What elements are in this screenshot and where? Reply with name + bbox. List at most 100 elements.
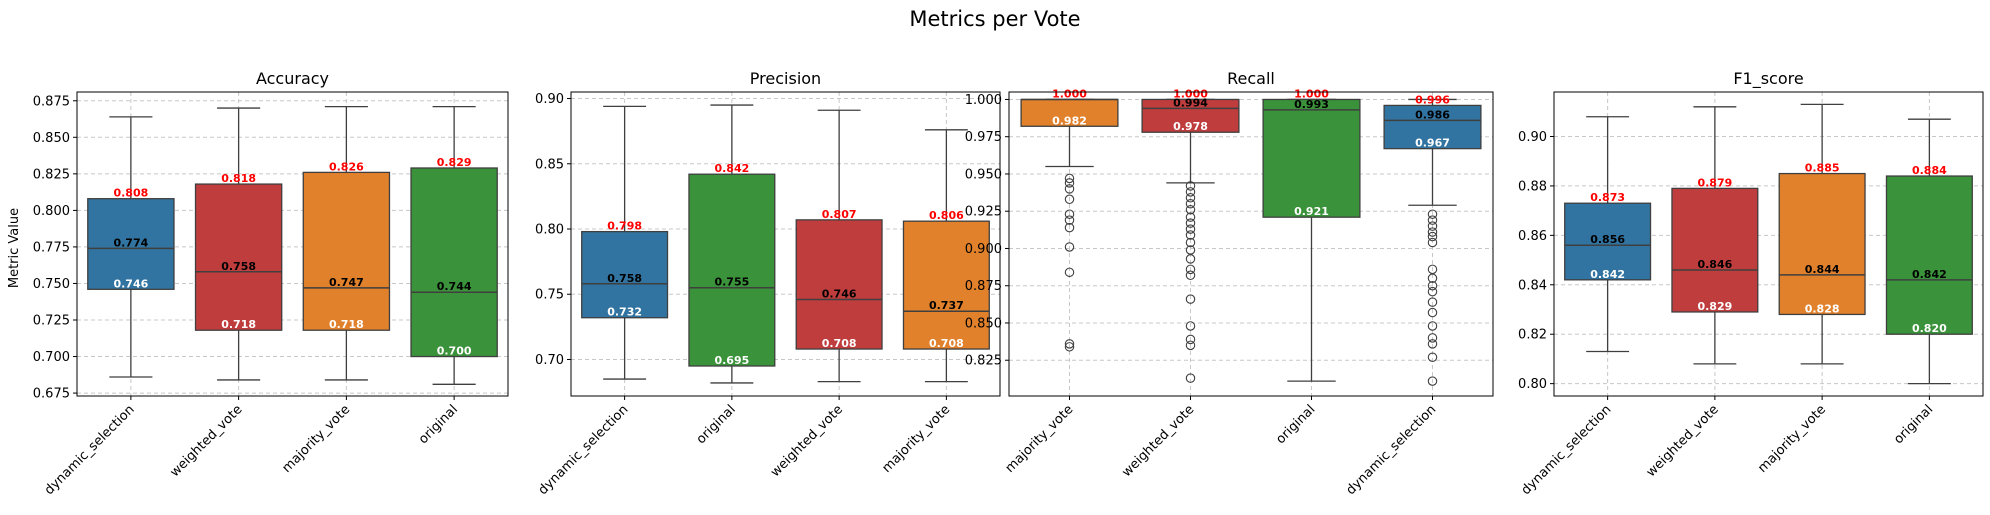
q1-label: 0.708 — [929, 337, 964, 350]
outlier-point — [1427, 221, 1438, 231]
box-body — [1020, 98, 1119, 127]
x-tick-label: original — [694, 402, 739, 447]
box-body — [87, 198, 175, 290]
q3-label: 0.808 — [113, 187, 148, 200]
x-tick-label: majority_vote — [280, 402, 354, 476]
median-label: 0.746 — [822, 287, 857, 300]
q1-label: 0.732 — [607, 306, 642, 319]
median-label: 0.856 — [1590, 233, 1625, 246]
y-tick-label: 0.950 — [965, 167, 1002, 182]
outlier-point — [1427, 307, 1438, 318]
outlier-point — [1427, 280, 1438, 291]
box-body — [1141, 98, 1240, 133]
x-tick-label: weighted_vote — [167, 402, 245, 480]
box-body — [1383, 104, 1482, 150]
q1-label: 0.718 — [221, 318, 256, 331]
outlier-point — [1064, 215, 1075, 225]
box-body — [688, 173, 776, 367]
box-body — [194, 183, 283, 331]
box-original: 0.829 0.744 0.700 — [410, 105, 498, 385]
q3-label: 1.000 — [1173, 87, 1208, 100]
box-weighted_vote: 0.807 0.746 0.708 — [795, 109, 883, 383]
q3-label: 0.873 — [1590, 191, 1625, 204]
y-tick-label: 0.800 — [33, 204, 70, 219]
y-tick-label: 0.900 — [965, 242, 1002, 257]
q3-label: 0.806 — [929, 209, 964, 222]
outlier-point — [1064, 194, 1075, 205]
y-tick-label: 1.000 — [965, 93, 1002, 108]
y-tick-label: 0.75 — [535, 288, 564, 303]
outlier-point — [1185, 321, 1196, 331]
box-original: 0.842 0.755 0.695 — [688, 104, 776, 384]
box-dynamic_selection: 0.996 0.986 0.967 — [1383, 93, 1482, 386]
outlier-point — [1185, 218, 1196, 228]
y-tick-label: 0.675 — [33, 387, 70, 402]
median-label: 0.755 — [714, 276, 749, 289]
box-majority_vote: 0.806 0.737 0.708 — [902, 129, 990, 383]
x-tick-label: dynamic_selection — [1344, 402, 1440, 498]
box-body — [302, 171, 391, 331]
q1-label: 0.700 — [437, 345, 472, 358]
median-label: 0.842 — [1912, 268, 1947, 281]
q1-label: 0.708 — [822, 337, 857, 350]
outlier-point — [1064, 267, 1075, 278]
y-tick-label: 0.850 — [33, 131, 70, 146]
median-label: 0.737 — [929, 299, 964, 312]
outlier-point — [1064, 178, 1075, 188]
median-label: 0.758 — [607, 272, 642, 285]
box-dynamic_selection: 0.798 0.758 0.732 — [581, 105, 669, 380]
q1-label: 0.746 — [113, 277, 148, 290]
q1-label: 0.921 — [1294, 205, 1329, 218]
box-body — [410, 167, 498, 358]
box-body — [1564, 202, 1652, 281]
chart-panel-accuracy: Accuracy 0.675 0.700 0.725 0.750 0.775 0.800 0.… — [33, 69, 509, 498]
panel-title: Precision — [750, 69, 821, 88]
outlier-point — [1185, 212, 1196, 222]
q3-label: 0.842 — [714, 162, 749, 175]
median-label: 0.993 — [1294, 98, 1329, 111]
q3-label: 0.798 — [607, 220, 642, 233]
box-majority_vote: 0.826 0.747 0.718 — [302, 105, 391, 381]
box-original: 0.884 0.842 0.820 — [1885, 118, 1973, 385]
box-majority_vote: 0.885 0.844 0.828 — [1778, 103, 1866, 365]
x-tick-label: dynamic_selection — [536, 402, 632, 498]
outlier-point — [1427, 333, 1438, 343]
y-tick-label: 0.875 — [33, 94, 70, 109]
outlier-point — [1185, 237, 1196, 248]
q1-label: 0.842 — [1590, 268, 1625, 281]
outlier-point — [1064, 173, 1075, 184]
box-body — [795, 219, 883, 350]
q1-label: 0.978 — [1173, 120, 1208, 133]
outlier-point — [1427, 231, 1438, 242]
x-tick-label: majority_vote — [1003, 402, 1077, 476]
y-tick-label: 0.975 — [965, 130, 1002, 145]
q1-label: 0.828 — [1805, 302, 1840, 315]
outlier-point — [1185, 270, 1196, 281]
y-tick-label: 0.825 — [965, 354, 1002, 369]
outlier-point — [1185, 254, 1196, 264]
x-tick-label: dynamic_selection — [1519, 402, 1615, 498]
y-tick-label: 0.82 — [1518, 328, 1547, 343]
y-tick-label: 0.725 — [33, 314, 70, 329]
axes-frame — [1008, 91, 1494, 397]
outlier-point — [1185, 264, 1196, 275]
outlier-point — [1427, 286, 1438, 297]
outlier-point — [1185, 199, 1196, 209]
outlier-point — [1185, 340, 1196, 351]
panel-title: Recall — [1227, 69, 1275, 88]
outlier-point — [1427, 376, 1438, 386]
axes-frame — [570, 91, 1001, 397]
outlier-point — [1427, 339, 1438, 349]
median-label: 0.994 — [1173, 96, 1208, 109]
y-tick-label: 0.86 — [1518, 229, 1547, 244]
outlier-point — [1185, 224, 1196, 234]
x-tick-label: weighted_vote — [1119, 402, 1197, 480]
y-tick-label: 0.875 — [965, 279, 1002, 294]
x-tick-label: original — [1891, 402, 1936, 447]
box-dynamic_selection: 0.873 0.856 0.842 — [1564, 116, 1652, 353]
y-tick-label: 0.825 — [33, 167, 70, 182]
outlier-point — [1185, 334, 1196, 345]
y-tick-label: 0.80 — [1518, 377, 1547, 392]
